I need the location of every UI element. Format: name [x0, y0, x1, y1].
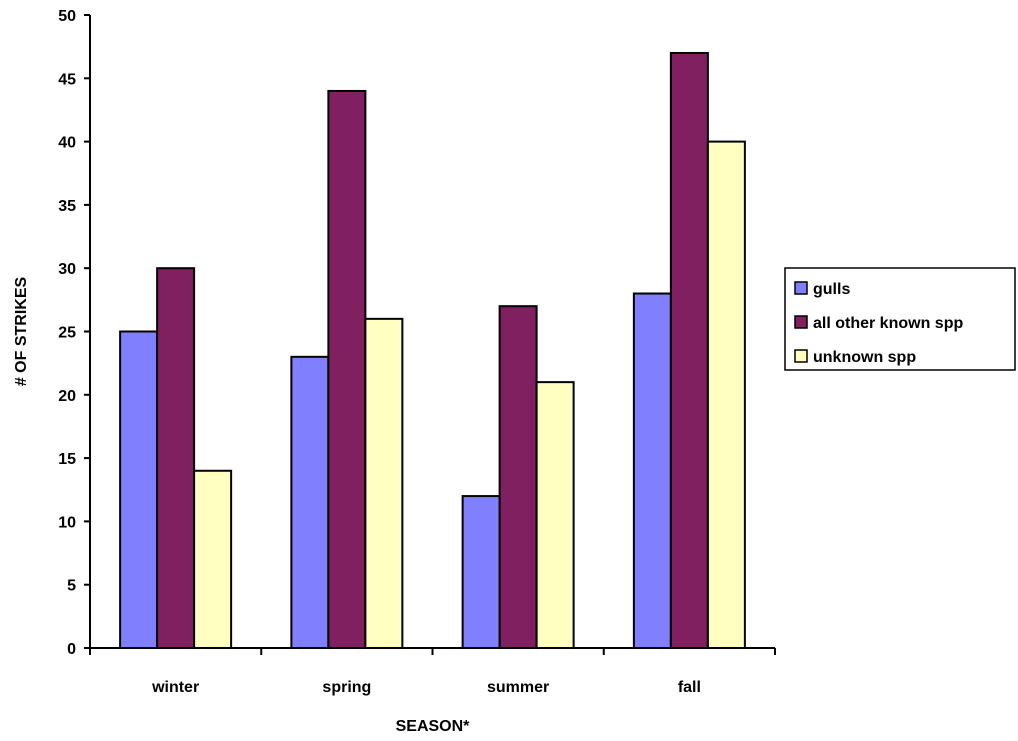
- legend-label-all-other-known-spp: all other known spp: [813, 315, 963, 332]
- legend-swatch-all-other-known-spp: [794, 315, 808, 329]
- y-tick-label: 15: [58, 451, 76, 468]
- y-tick-label: 0: [67, 641, 76, 658]
- y-tick-label: 10: [58, 514, 76, 531]
- y-tick-label: 25: [58, 325, 76, 342]
- bar-gulls-winter: [119, 330, 159, 649]
- legend-swatch-gulls: [794, 281, 808, 295]
- legend-swatch-unknown-spp: [794, 349, 808, 363]
- legend: gulls all other known spp unknown spp: [784, 267, 1016, 371]
- bar-all-other-known-spp-winter: [156, 267, 196, 649]
- x-tick-label-spring: spring: [322, 679, 371, 696]
- legend-label-gulls: gulls: [813, 281, 850, 298]
- x-ticks: winter spring summer fall: [89, 648, 776, 696]
- bar-all-other-known-spp-fall: [669, 51, 709, 650]
- y-tick-label: 40: [58, 135, 76, 152]
- y-tick-label: 45: [58, 71, 76, 88]
- bar-gulls-fall: [632, 292, 672, 649]
- x-tick-label-fall: fall: [678, 679, 701, 696]
- bar-unknown-spp-winter: [193, 469, 233, 650]
- y-tick-label: 20: [58, 388, 76, 405]
- bar-all-other-known-spp-summer: [498, 305, 538, 649]
- y-tick-label: 30: [58, 261, 76, 278]
- y-tick-label: 5: [67, 578, 76, 595]
- bar-unknown-spp-spring: [364, 317, 404, 649]
- bar-unknown-spp-fall: [706, 140, 746, 649]
- x-tick-label-summer: summer: [487, 679, 549, 696]
- bar-gulls-spring: [290, 355, 330, 649]
- y-ticks: 0 5 10 15 20 25 30 35 40 45 50: [58, 8, 90, 658]
- bar-unknown-spp-summer: [535, 381, 575, 649]
- y-axis-title: # OF STRIKES: [13, 277, 30, 387]
- bar-all-other-known-spp-spring: [327, 89, 367, 649]
- legend-label-unknown-spp: unknown spp: [813, 349, 916, 366]
- x-tick-label-winter: winter: [151, 679, 199, 696]
- bar-gulls-summer: [461, 495, 501, 649]
- bars-layer: [119, 51, 746, 650]
- y-tick-label: 35: [58, 198, 76, 215]
- legend-box: [784, 267, 1016, 371]
- x-axis-title: SEASON*: [396, 718, 471, 735]
- y-tick-label: 50: [58, 8, 76, 25]
